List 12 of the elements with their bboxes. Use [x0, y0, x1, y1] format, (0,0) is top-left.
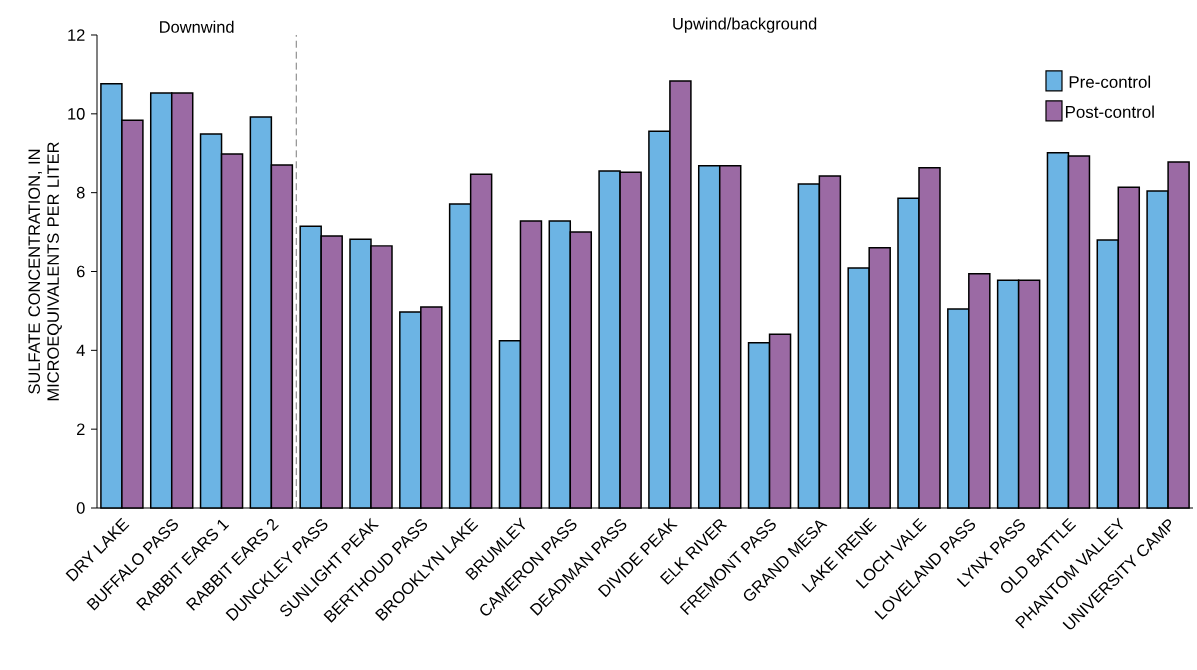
text: Downwind: [160, 20, 234, 33]
y-tick-label: 2: [77, 423, 85, 435]
y-axis-title: SULFATE CONCENTRATION, IN MICROEQUIVALENTS PER LITER: [28, 142, 62, 401]
y-tick-label: 12: [68, 29, 85, 41]
y-tick-label: 6: [77, 265, 85, 278]
legend-label: Pre-control: [1069, 75, 1151, 88]
y-tick-label: 10: [68, 108, 85, 120]
text: Upwind/background: [673, 17, 817, 33]
legend-label: Post-control: [1065, 105, 1154, 118]
y-tick-label: 8: [76, 186, 85, 199]
y-tick-label: 4: [76, 344, 85, 356]
y-tick-label: 0: [76, 502, 85, 514]
